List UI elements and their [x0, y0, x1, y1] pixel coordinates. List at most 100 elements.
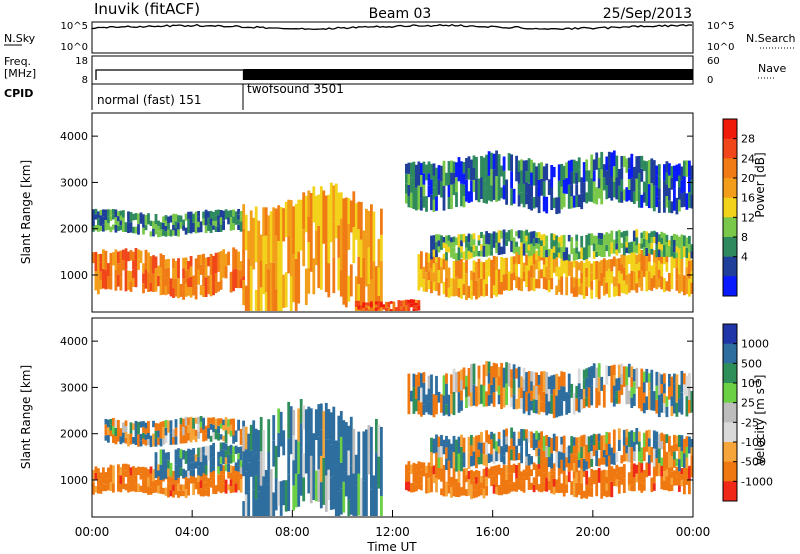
heatmap-cell: [555, 373, 559, 396]
heatmap-cell: [327, 439, 331, 470]
heatmap-cell: [560, 483, 564, 493]
heatmap-cell: [590, 459, 594, 467]
heatmap-cell: [525, 193, 528, 205]
heatmap-cell: [134, 467, 138, 476]
heatmap-cell: [450, 476, 453, 488]
heatmap-cell: [272, 440, 276, 467]
heatmap-cell: [244, 449, 248, 472]
heatmap-cell: [144, 214, 148, 220]
heatmap-cell: [430, 374, 433, 395]
heatmap-cell: [487, 244, 491, 251]
heatmap-cell: [580, 458, 584, 470]
heatmap-cell: [675, 267, 679, 280]
heatmap-cell: [520, 481, 523, 492]
heatmap-cell: [184, 489, 188, 499]
heatmap-cell: [630, 464, 634, 471]
heatmap-cell: [232, 427, 235, 436]
heatmap-cell: [572, 277, 576, 288]
heatmap-cell: [407, 373, 411, 394]
heatmap-cell: [517, 387, 521, 409]
heatmap-cell: [144, 484, 148, 494]
heatmap-cell: [597, 157, 601, 168]
heatmap-cell: [500, 282, 503, 295]
heatmap-cell: [164, 435, 168, 444]
heatmap-cell: [465, 179, 468, 202]
search-tick-high: 10^5: [707, 21, 734, 32]
heatmap-cell: [632, 381, 636, 394]
heatmap-cell: [482, 488, 486, 499]
heatmap-cell: [214, 209, 218, 216]
heatmap-cell: [435, 452, 438, 471]
heatmap-cell: [657, 394, 661, 418]
heatmap-cell: [582, 490, 586, 498]
heatmap-cell: [149, 256, 153, 265]
heatmap-cell: [277, 408, 281, 433]
heatmap-cell: [597, 467, 601, 483]
heatmap-cell: [142, 214, 145, 221]
heatmap-cell: [417, 461, 421, 476]
heatmap-cell: [510, 473, 513, 483]
heatmap-cell: [575, 261, 579, 279]
heatmap-cell: [314, 195, 318, 231]
heatmap-cell: [560, 452, 564, 460]
heatmap-cell: [647, 400, 651, 410]
heatmap-cell: [655, 186, 659, 197]
heatmap-cell: [660, 238, 664, 245]
heatmap-cell: [339, 462, 343, 489]
colorbar-tick-label: 28: [741, 133, 755, 146]
heatmap-cell: [605, 483, 609, 491]
heatmap-cell: [577, 460, 581, 468]
heatmap-cell: [527, 431, 531, 443]
heatmap-cell: [640, 168, 644, 182]
heatmap-cell: [427, 271, 431, 281]
heatmap-cell: [552, 389, 556, 404]
heatmap-cell: [670, 445, 674, 457]
heatmap-cell: [227, 484, 230, 491]
heatmap-cell: [575, 454, 579, 473]
heatmap-cell: [144, 225, 148, 231]
heatmap-cell: [147, 272, 150, 292]
heatmap-cell: [107, 223, 110, 230]
heatmap-cell: [657, 164, 661, 177]
heatmap-cell: [462, 262, 466, 274]
heatmap-cell: [104, 270, 108, 290]
heatmap-cell: [162, 274, 165, 295]
heatmap-cell: [632, 477, 636, 492]
heatmap-cell: [542, 436, 546, 451]
heatmap-cell: [642, 254, 646, 266]
heatmap-cell: [482, 442, 486, 454]
heatmap-cell: [540, 246, 543, 252]
heatmap-cell: [520, 387, 523, 399]
heatmap-cell: [189, 471, 193, 484]
heatmap-cell: [580, 247, 584, 260]
heatmap-cell: [277, 205, 281, 241]
heatmap-cell: [492, 239, 496, 248]
heatmap-cell: [532, 484, 536, 493]
heatmap-cell: [392, 306, 396, 311]
heatmap-cell: [415, 463, 418, 471]
heatmap-cell: [209, 474, 213, 481]
heatmap-cell: [104, 220, 108, 231]
heatmap-cell: [447, 439, 451, 450]
heatmap-cell: [177, 229, 180, 237]
heatmap-cell: [520, 192, 523, 204]
heatmap-cell: [187, 470, 190, 479]
heatmap-cell: [602, 449, 606, 458]
heatmap-cell: [289, 276, 293, 311]
heatmap-cell: [442, 185, 446, 211]
heatmap-cell: [515, 231, 518, 237]
cpid-segment-2: twofsound 3501: [247, 82, 344, 96]
heatmap-cell: [187, 477, 190, 484]
heatmap-cell: [244, 471, 248, 495]
heatmap-cell: [445, 447, 448, 459]
heatmap-cell: [97, 211, 100, 219]
heatmap-cell: [169, 483, 173, 491]
heatmap-cell: [99, 253, 103, 263]
colorbar-tick-label: 16: [741, 192, 755, 205]
heatmap-cell: [347, 475, 351, 500]
heatmap-cell: [457, 453, 461, 471]
heatmap-cell: [387, 307, 391, 311]
heatmap-cell: [182, 225, 185, 231]
